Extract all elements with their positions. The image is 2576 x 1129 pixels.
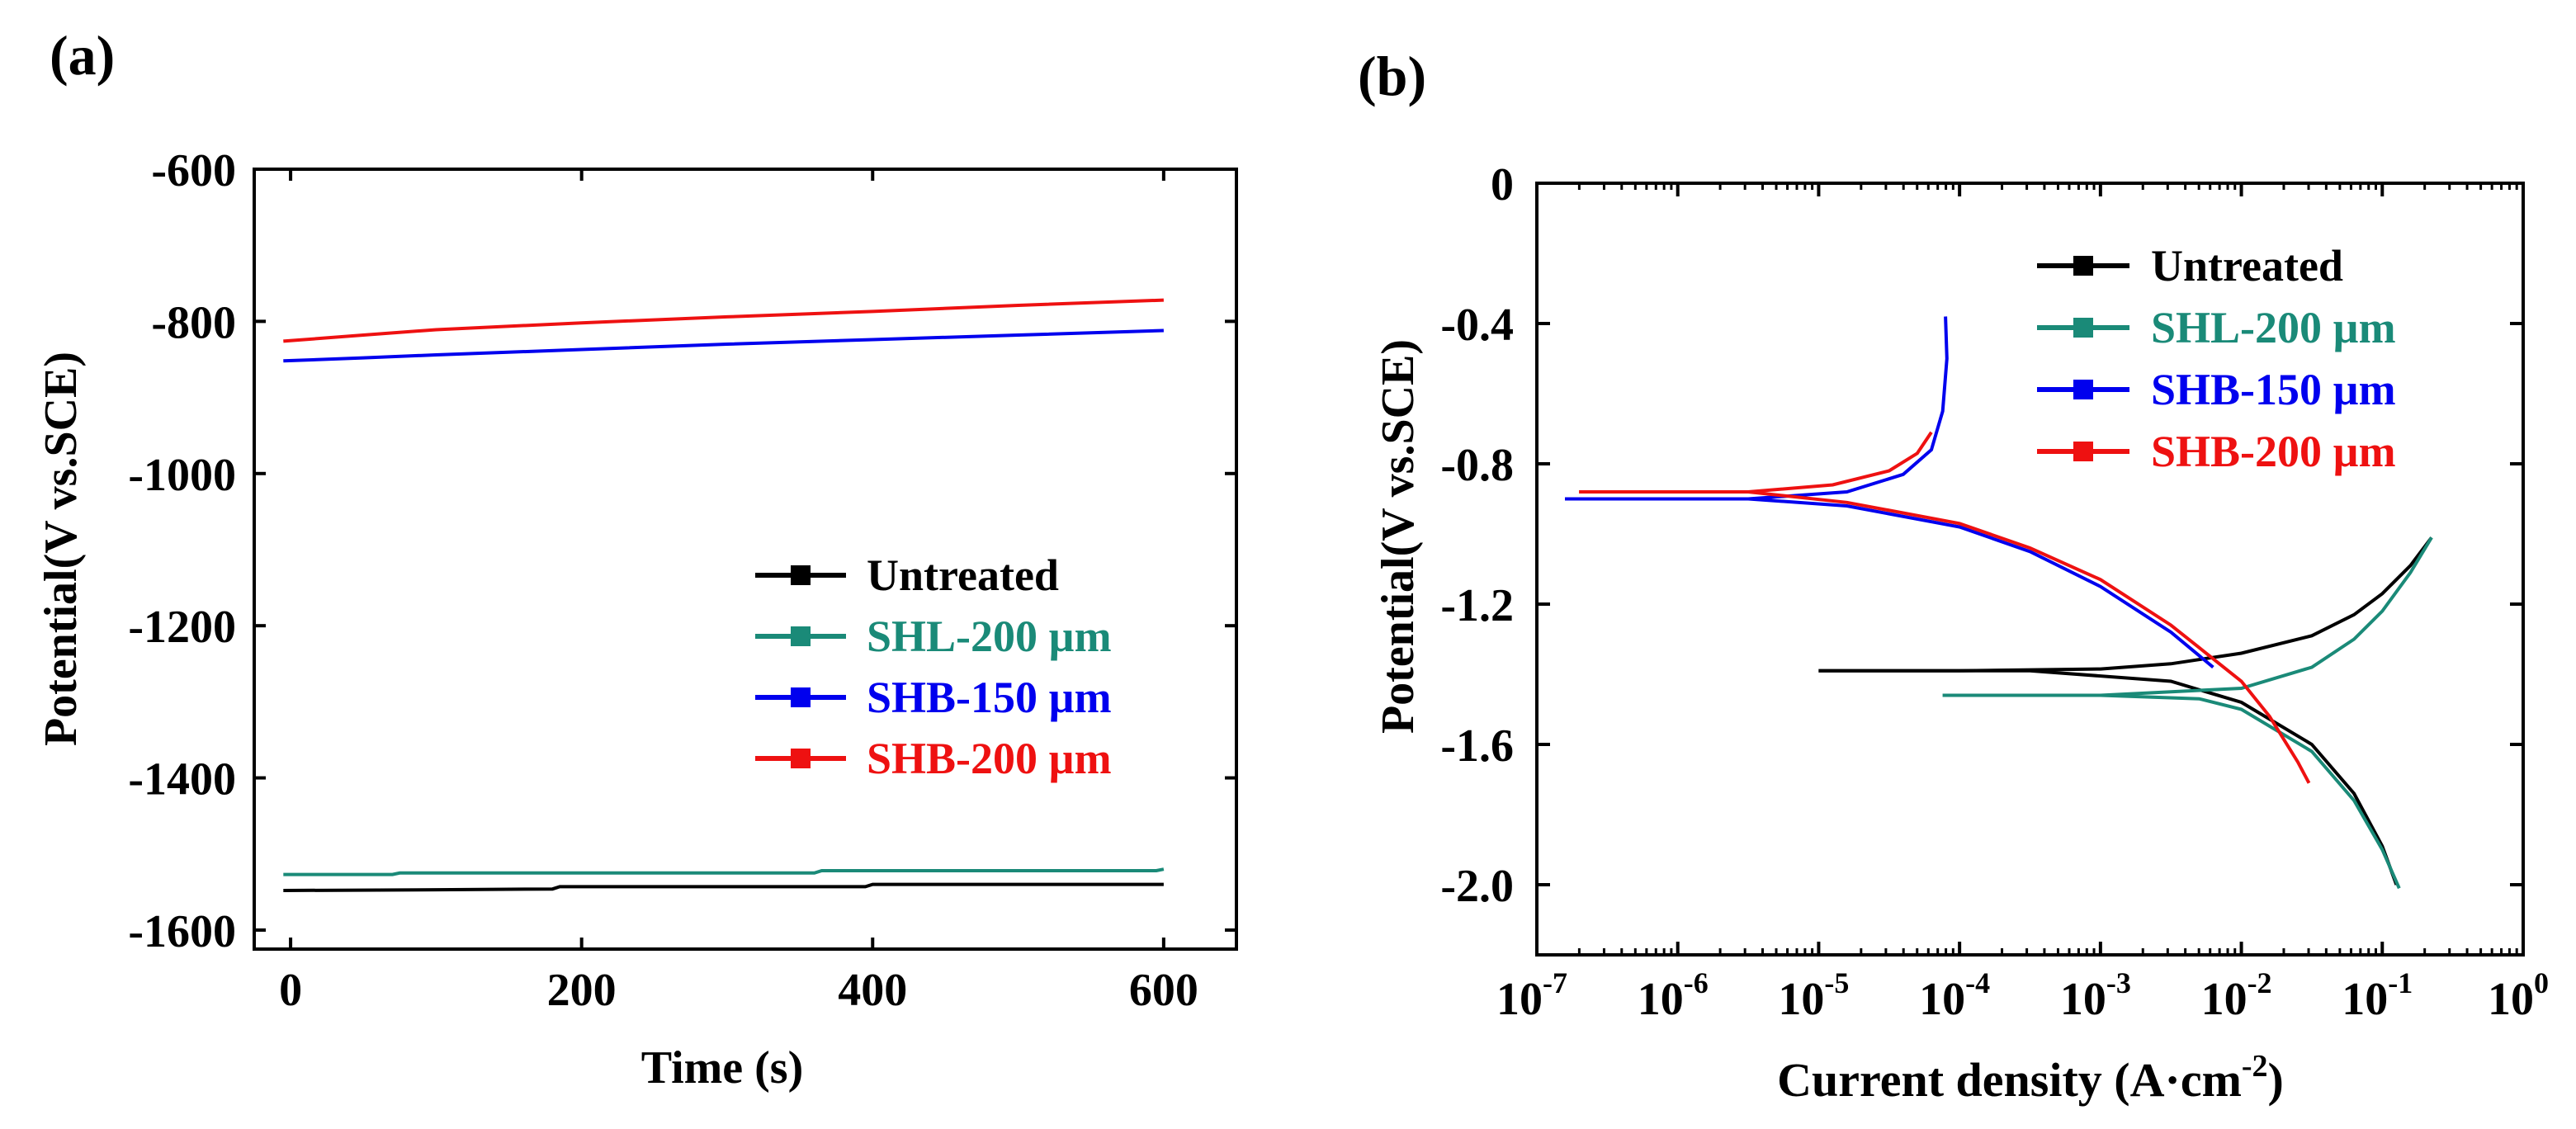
y-tick-label: -1000 bbox=[128, 450, 236, 501]
chart-b-xlabel-suffix: ) bbox=[2268, 1053, 2284, 1107]
legend-label-shb-200-m: SHB-200 µm bbox=[867, 734, 1112, 783]
legend-label-shl-200-m: SHL-200 µm bbox=[2151, 303, 2396, 352]
x-tick-label: 10-2 bbox=[2201, 966, 2272, 1025]
legend-label-untreated: Untreated bbox=[867, 550, 1059, 600]
legend-label-shb-150-m: SHB-150 µm bbox=[2151, 365, 2396, 414]
legend-marker-shb-150-m bbox=[791, 687, 811, 707]
x-tick-label: 10-7 bbox=[1496, 966, 1567, 1025]
legend-label-shl-200-m: SHL-200 µm bbox=[867, 612, 1112, 661]
legend-marker-untreated bbox=[791, 565, 811, 585]
chart-a-ylabel: Potential(V vs.SCE) bbox=[35, 352, 87, 746]
chart-a-plot-frame bbox=[253, 168, 1238, 951]
x-tick-label: 10-3 bbox=[2060, 966, 2131, 1025]
chart-a: 0 200 400 600 -600 -800 -1000 -1200 -1400 -1600 T… bbox=[35, 145, 1238, 1094]
legend-marker-shb-200-m bbox=[791, 749, 811, 768]
legend-marker-shl-200-m bbox=[791, 626, 811, 646]
legend-label-shb-200-m: SHB-200 µm bbox=[2151, 427, 2396, 476]
x-tick-exponent: 0 bbox=[2534, 966, 2549, 999]
x-tick-label: 10-1 bbox=[2342, 966, 2413, 1025]
x-tick-exponent: -2 bbox=[2248, 966, 2272, 999]
chart-a-legend: Untreated SHL-200 µm SHB-150 µm SHB-200 µm bbox=[755, 550, 1112, 783]
x-tick-exponent: -1 bbox=[2388, 966, 2413, 999]
x-tick-exponent: -6 bbox=[1684, 966, 1709, 999]
chart-b-xlabel: Current density (A·cm-2) bbox=[1777, 1049, 2284, 1107]
x-tick-exponent: -5 bbox=[1824, 966, 1849, 999]
panel-b-label: (b) bbox=[1358, 45, 1426, 107]
x-tick-label: 100 bbox=[2488, 966, 2549, 1025]
chart-b-ylabel: Potential(V vs.SCE) bbox=[1373, 339, 1424, 734]
x-tick-label: 0 bbox=[279, 965, 302, 1016]
chart-b: 10-7 10-6 10-5 10-4 10-3 10-2 10-1 1000-0.4-0.8… bbox=[1373, 159, 2549, 1107]
x-tick-exponent: -7 bbox=[1543, 966, 1567, 999]
y-tick-label: -1200 bbox=[128, 602, 236, 653]
series-line-untreated-cathodic bbox=[1818, 668, 2399, 886]
y-tick-label: -1400 bbox=[128, 754, 236, 805]
chart-a-xlabel: Time (s) bbox=[641, 1042, 804, 1094]
legend-marker-untreated bbox=[2073, 256, 2093, 276]
y-tick-label: -800 bbox=[151, 297, 236, 348]
x-tick-exponent: -4 bbox=[1965, 966, 1990, 999]
series-line-untreated bbox=[283, 882, 1164, 892]
x-tick-label: 200 bbox=[547, 965, 617, 1016]
y-tick-label: -1600 bbox=[128, 906, 236, 957]
y-tick-label: -0.8 bbox=[1440, 440, 1514, 491]
y-tick-label: -1.6 bbox=[1440, 720, 1514, 772]
legend-marker-shb-150-m bbox=[2073, 380, 2093, 399]
panel-a-label: (a) bbox=[50, 24, 115, 87]
x-tick-label: 400 bbox=[838, 965, 907, 1016]
y-tick-label: 0 bbox=[1491, 159, 1514, 210]
legend-marker-shb-200-m bbox=[2073, 442, 2093, 461]
series-line-shb-200-m-cathodic bbox=[1579, 490, 2311, 784]
x-tick-label: 10-5 bbox=[1778, 966, 1849, 1025]
series-line-shl-200-m-anodic bbox=[1942, 536, 2433, 697]
legend-label-shb-150-m: SHB-150 µm bbox=[867, 673, 1112, 722]
y-tick-label: -600 bbox=[151, 145, 236, 196]
chart-b-xlabel-main: Current density (A·cm bbox=[1777, 1053, 2242, 1107]
chart-b-plot-frame bbox=[1535, 182, 2525, 957]
series-line-shb-150-m-cathodic bbox=[1565, 497, 2214, 669]
x-tick-label: 10-4 bbox=[1919, 966, 1990, 1025]
x-tick-label: 600 bbox=[1129, 965, 1198, 1016]
series-line-shb-200-m bbox=[283, 298, 1164, 343]
x-tick-exponent: -3 bbox=[2106, 966, 2131, 999]
chart-b-xlabel-superscript: -2 bbox=[2242, 1049, 2268, 1084]
chart-b-legend: Untreated SHL-200 µm SHB-150 µm SHB-200 µm bbox=[2037, 241, 2396, 476]
series-line-shb-150-m-anodic bbox=[1565, 316, 1949, 501]
x-tick-label: 10-6 bbox=[1638, 966, 1709, 1025]
y-tick-label: -1.2 bbox=[1440, 580, 1514, 631]
series-line-shl-200-m bbox=[283, 867, 1165, 876]
legend-label-untreated: Untreated bbox=[2151, 241, 2343, 291]
series-line-shb-150-m bbox=[283, 328, 1164, 363]
y-tick-label: -0.4 bbox=[1440, 300, 1514, 351]
y-tick-label: -2.0 bbox=[1440, 861, 1514, 912]
legend-marker-shl-200-m bbox=[2073, 318, 2093, 338]
series-line-shl-200-m-cathodic bbox=[1942, 693, 2401, 890]
